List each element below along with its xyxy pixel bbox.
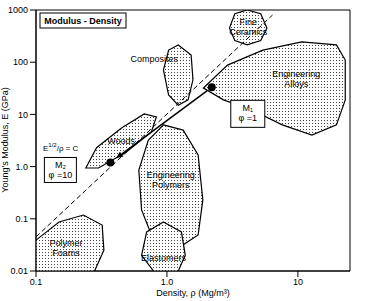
svg-text:EngineeringAlloys: EngineeringAlloys	[272, 69, 320, 89]
svg-text:Density, ρ (Mg/m³): Density, ρ (Mg/m³)	[156, 288, 229, 298]
svg-text:Elastomers: Elastomers	[141, 253, 187, 263]
svg-text:1.0: 1.0	[161, 277, 174, 287]
svg-text:10: 10	[18, 110, 28, 120]
svg-text:100: 100	[13, 57, 28, 67]
svg-text:0.01: 0.01	[10, 266, 28, 276]
svg-text:EngineeringPolymers: EngineeringPolymers	[147, 170, 195, 190]
svg-text:1000: 1000	[8, 5, 28, 15]
svg-text:0.1: 0.1	[30, 277, 43, 287]
svg-text:Composites: Composites	[130, 54, 178, 64]
svg-text:10: 10	[293, 277, 303, 287]
svg-text:Modulus - Density: Modulus - Density	[44, 16, 122, 26]
svg-text:1.0: 1.0	[15, 162, 28, 172]
svg-text:Woods: Woods	[107, 136, 135, 146]
svg-text:Young's Modulus, E (GPa): Young's Modulus, E (GPa)	[8, 87, 10, 192]
svg-text:PolymerFoams: PolymerFoams	[49, 238, 82, 258]
svg-text:0.1: 0.1	[15, 214, 28, 224]
svg-text:M₂φ =10: M₂φ =10	[49, 160, 73, 180]
svg-text:E1/2/ρ = C: E1/2/ρ = C	[43, 142, 79, 153]
svg-text:M₁φ =1: M₁φ =1	[238, 103, 257, 123]
svg-text:FineCeramics: FineCeramics	[229, 17, 268, 37]
